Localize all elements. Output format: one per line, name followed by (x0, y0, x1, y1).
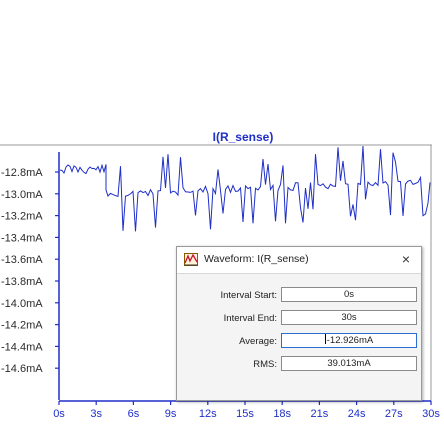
average-value: -12.926mA (326, 335, 374, 346)
text-caret (324, 334, 326, 344)
y-tick-label: -13.8mA (1, 276, 43, 288)
y-tick-label: -13.4mA (1, 232, 43, 244)
x-tick-label: 18s (273, 408, 291, 420)
dialog-titlebar[interactable]: Waveform: I(R_sense) × (177, 247, 421, 274)
x-tick-label: 12s (199, 408, 217, 420)
x-tick-label: 0s (53, 408, 65, 420)
average-field[interactable]: -12.926mA (281, 333, 417, 348)
x-tick-label: 6s (128, 408, 140, 420)
y-tick-label: -13.6mA (1, 254, 43, 266)
y-tick-label: -13.0mA (1, 189, 43, 201)
dialog-title: Waveform: I(R_sense) (204, 253, 309, 265)
x-axis: 0s 3s 6s 9s 12s 15s 18s 21s 24s 27s 30s (53, 400, 440, 420)
x-tick-label: 3s (90, 408, 102, 420)
interval-start-label: Interval Start: (220, 290, 278, 301)
average-label: Average: (239, 336, 277, 347)
rms-field[interactable]: 39.013mA (281, 356, 417, 371)
x-tick-label: 24s (348, 408, 366, 420)
interval-end-field[interactable]: 30s (281, 310, 417, 325)
rms-label: RMS: (253, 359, 277, 370)
y-tick-label: -14.0mA (1, 298, 43, 310)
y-tick-label: -14.6mA (1, 363, 43, 375)
close-icon[interactable]: × (401, 251, 411, 267)
trace-title[interactable]: I(R_sense) (213, 130, 274, 144)
y-tick-label: -13.2mA (1, 211, 43, 223)
x-tick-label: 30s (422, 408, 440, 420)
y-tick-label: -14.4mA (1, 341, 43, 353)
interval-end-label: Interval End: (223, 313, 277, 324)
y-tick-label: -14.2mA (1, 320, 43, 332)
waveform-stats-dialog[interactable]: Waveform: I(R_sense) × Interval Start: 0… (176, 246, 422, 401)
waveform-ruler-icon (184, 253, 198, 266)
x-tick-label: 21s (311, 408, 329, 420)
y-tick-label: -12.8mA (1, 167, 43, 179)
x-tick-label: 15s (236, 408, 254, 420)
x-tick-label: 27s (385, 408, 403, 420)
y-axis: -12.8mA -13.0mA -13.2mA -13.4mA -13.6mA -13.8… (1, 152, 60, 400)
trace-waveform[interactable] (59, 145, 431, 232)
x-tick-label: 9s (165, 408, 177, 420)
interval-start-field[interactable]: 0s (281, 287, 417, 302)
